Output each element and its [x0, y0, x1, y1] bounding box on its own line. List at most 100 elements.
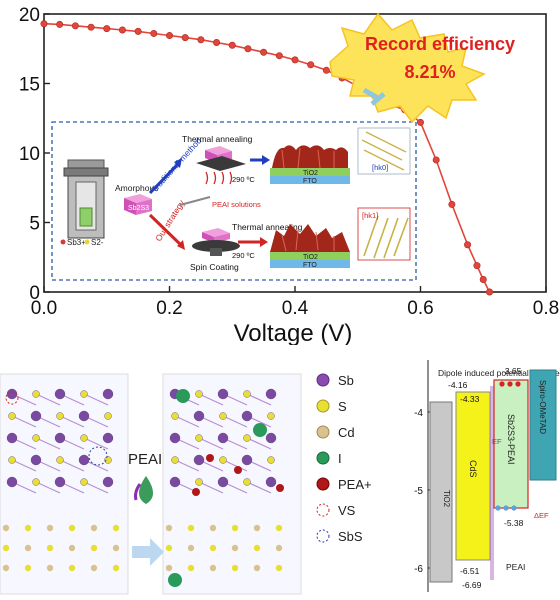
data-point — [166, 32, 174, 40]
pea-cation — [206, 454, 214, 462]
data-point — [118, 26, 126, 34]
atom-cd — [209, 524, 217, 532]
atom-sb — [102, 432, 114, 444]
atom-cd — [253, 564, 261, 572]
atom-cd — [165, 524, 173, 532]
atom-s — [171, 412, 179, 420]
legend-label: VS — [338, 503, 356, 518]
atom-cd — [231, 524, 239, 532]
atom-sb — [169, 432, 181, 444]
svg-text:Sb2S3-PEAI: Sb2S3-PEAI — [506, 414, 516, 465]
pea-cation — [192, 488, 200, 496]
atom-cd — [275, 524, 283, 532]
atom-cd — [112, 564, 120, 572]
data-point — [275, 52, 283, 60]
bond — [222, 459, 248, 472]
atom-sb — [30, 454, 42, 466]
atom-sb — [54, 476, 66, 488]
atom-sb — [241, 410, 253, 422]
legend-label: SbS — [338, 529, 363, 544]
svg-text:290 ºC: 290 ºC — [232, 175, 255, 184]
svg-text:S2-: S2- — [91, 238, 104, 247]
data-point — [244, 45, 252, 53]
atom-s — [104, 456, 112, 464]
autoclave-icon — [63, 159, 109, 239]
svg-text:Thermal annealing: Thermal annealing — [182, 134, 253, 144]
bond — [35, 437, 61, 450]
data-point — [40, 20, 48, 28]
atom-sb — [217, 388, 229, 400]
svg-text:FTO: FTO — [303, 262, 317, 269]
atom-cd — [24, 544, 32, 552]
bond — [83, 481, 109, 494]
arrow-right-icon — [132, 538, 164, 566]
atom-sb — [169, 476, 181, 488]
svg-text:ΔEF: ΔEF — [534, 511, 549, 520]
data-point — [432, 156, 440, 164]
atom-sb — [193, 410, 205, 422]
atom-sb — [193, 454, 205, 466]
svg-text:TiO2: TiO2 — [303, 254, 318, 261]
svg-text:-6.69: -6.69 — [462, 580, 482, 590]
atom-sb — [265, 432, 277, 444]
atom-s — [195, 434, 203, 442]
atom-cd — [68, 564, 76, 572]
y-tick-label: 5 — [29, 214, 40, 235]
bond — [174, 459, 200, 472]
legend-marker — [316, 529, 330, 543]
atom-cd — [187, 544, 195, 552]
svg-text:PEAI: PEAI — [506, 562, 525, 572]
svg-text:FTO: FTO — [303, 178, 317, 185]
data-point — [416, 118, 424, 126]
svg-text:PEAI solutions: PEAI solutions — [212, 200, 261, 209]
atom-sb — [102, 388, 114, 400]
data-point — [464, 241, 472, 249]
pea-cation — [234, 466, 242, 474]
atom-s — [56, 456, 64, 464]
bond — [11, 459, 37, 472]
atom-cd — [2, 564, 10, 572]
atom-cd — [68, 524, 76, 532]
bond — [222, 415, 248, 428]
bond — [246, 393, 272, 406]
x-tick-label: 0.8 — [533, 298, 559, 319]
data-point — [307, 61, 315, 69]
energy-diagram: -4 -5 -6 Dipole induced potential ~0.29 eV… — [414, 360, 560, 592]
bond — [174, 415, 200, 428]
svg-text:-3.65: -3.65 — [502, 366, 522, 376]
svg-text:-4.33: -4.33 — [460, 394, 480, 404]
svg-text:EF: EF — [492, 437, 502, 446]
atom-sb — [217, 432, 229, 444]
x-tick-label: 0.4 — [282, 298, 309, 319]
y-tick-label: 10 — [19, 144, 40, 165]
atom-sb — [78, 410, 90, 422]
svg-text:-6.51: -6.51 — [460, 566, 480, 576]
bond — [198, 481, 224, 494]
atom-s — [171, 456, 179, 464]
atom-sb — [265, 388, 277, 400]
atom-s — [243, 434, 251, 442]
pea-cation — [276, 484, 284, 492]
legend-marker — [316, 451, 330, 465]
legend-label: Cd — [338, 425, 355, 440]
bond — [83, 393, 109, 406]
record-efficiency-label: Record efficiency — [365, 34, 515, 54]
svg-text:290 ºC: 290 ºC — [232, 251, 255, 260]
atom-sb — [241, 454, 253, 466]
atom-s — [195, 390, 203, 398]
bond — [83, 437, 109, 450]
atom-sb — [54, 432, 66, 444]
y-tick-label: 20 — [19, 5, 40, 26]
bond — [59, 459, 85, 472]
record-efficiency-value: 8.21% — [404, 62, 455, 82]
atom-cd — [68, 544, 76, 552]
vacancy-sbs-marker — [88, 446, 108, 466]
atom-s — [219, 412, 227, 420]
atom-cd — [231, 544, 239, 552]
data-point — [486, 288, 494, 296]
data-point — [56, 20, 64, 28]
atom-cd — [90, 524, 98, 532]
atom-cd — [253, 524, 261, 532]
legend-marker — [316, 425, 330, 439]
